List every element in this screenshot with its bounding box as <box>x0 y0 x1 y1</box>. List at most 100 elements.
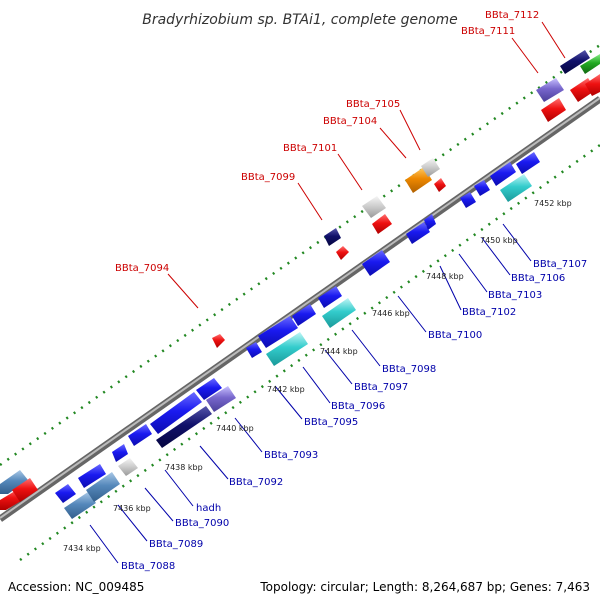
leader-BBta_7094 <box>167 273 199 309</box>
gene-BBta_7099[interactable] <box>324 228 341 246</box>
gene-blue-2[interactable] <box>112 444 128 462</box>
tick-7446: 7446 kbp <box>372 309 410 318</box>
label-BBta_7093[interactable]: BBta_7093 <box>264 450 318 461</box>
leader-BBta_7092 <box>199 445 229 480</box>
gene-red-small-1[interactable] <box>336 246 349 260</box>
position-ticks: 7434 kbp 7436 kbp 7438 kbp 7440 kbp 7442… <box>63 199 572 553</box>
label-BBta_7111[interactable]: BBta_7111 <box>461 26 515 37</box>
lower-dotted-track <box>19 143 600 562</box>
gene-BBta_7111[interactable] <box>536 78 564 102</box>
tick-7434: 7434 kbp <box>63 544 101 553</box>
gene-red-7[interactable] <box>541 98 566 122</box>
gene-BBta_7090[interactable] <box>118 458 138 476</box>
tick-7448: 7448 kbp <box>426 272 464 281</box>
tick-7442: 7442 kbp <box>267 385 305 394</box>
gene-BBta_7105[interactable] <box>421 158 440 177</box>
tick-7450: 7450 kbp <box>480 236 518 245</box>
gene-red-small-3[interactable] <box>434 178 446 192</box>
gene-BBta_7107[interactable] <box>516 152 540 174</box>
gene-BBta_7106[interactable] <box>500 174 532 202</box>
leader-BBta_7100 <box>397 295 427 333</box>
label-BBta_7102[interactable]: BBta_7102 <box>462 307 516 318</box>
label-BBta_7112[interactable]: BBta_7112 <box>485 10 539 21</box>
gene-BBta_7089-a[interactable] <box>64 492 96 519</box>
leader-BBta_7095 <box>274 385 303 420</box>
gene-BBta_7094[interactable] <box>212 334 225 348</box>
leader-BBta_7099 <box>297 182 323 221</box>
bottom-gene-labels: BBta_7088 BBta_7089 BBta_7090 hadh BBta_… <box>121 259 587 572</box>
tick-7436: 7436 kbp <box>113 504 151 513</box>
leader-BBta_7111 <box>511 37 539 74</box>
gene-BBta_7100[interactable] <box>362 250 390 276</box>
leader-BBta_7101 <box>337 153 363 191</box>
upper-dotted-track <box>0 43 600 467</box>
label-BBta_7095[interactable]: BBta_7095 <box>304 417 358 428</box>
tick-7438: 7438 kbp <box>165 463 203 472</box>
gene-blue-4[interactable] <box>196 378 222 400</box>
label-BBta_7103[interactable]: BBta_7103 <box>488 290 542 301</box>
leader-hadh <box>164 469 194 507</box>
leader-BBta_7107 <box>502 223 532 262</box>
leader-BBta_7112 <box>541 21 566 59</box>
gene-blue-7[interactable] <box>474 180 490 196</box>
label-BBta_7104[interactable]: BBta_7104 <box>323 116 377 127</box>
leader-BBta_7102 <box>439 265 462 311</box>
tick-7440: 7440 kbp <box>216 424 254 433</box>
label-BBta_7090[interactable]: BBta_7090 <box>175 518 229 529</box>
gene-red-small-2[interactable] <box>372 214 392 234</box>
leader-BBta_7103 <box>458 253 488 293</box>
label-BBta_7105[interactable]: BBta_7105 <box>346 99 400 110</box>
gene-BBta_7112[interactable] <box>560 50 590 74</box>
gene-BBta_7092[interactable] <box>206 386 236 412</box>
gene-BBta_7096[interactable] <box>292 304 316 326</box>
leader-BBta_7098 <box>351 329 381 367</box>
gene-BBta_7098[interactable] <box>318 286 342 308</box>
gene-BBta_7088[interactable] <box>55 484 76 503</box>
gene-BBta_7089[interactable] <box>86 472 120 502</box>
leader-BBta_7106 <box>481 237 511 276</box>
gene-blue-8[interactable] <box>490 162 516 186</box>
gene-BBta_7095[interactable] <box>266 332 308 366</box>
label-BBta_7101[interactable]: BBta_7101 <box>283 143 337 154</box>
topology-text: Topology: circular; Length: 8,264,687 bp… <box>260 580 590 594</box>
label-BBta_7100[interactable]: BBta_7100 <box>428 330 482 341</box>
gene-BBta_7104[interactable] <box>405 167 432 193</box>
gene-blue-5[interactable] <box>258 316 298 348</box>
gene-BBta_7101[interactable] <box>362 196 386 218</box>
leader-BBta_7089 <box>117 504 148 542</box>
leader-BBta_7088 <box>89 524 119 564</box>
label-BBta_7096[interactable]: BBta_7096 <box>331 401 385 412</box>
genome-backbone-highlight <box>0 97 600 519</box>
label-BBta_7094[interactable]: BBta_7094 <box>115 263 169 274</box>
label-BBta_7099[interactable]: BBta_7099 <box>241 172 295 183</box>
gene-blue-3[interactable] <box>128 424 152 446</box>
leader-BBta_7097 <box>324 349 353 385</box>
gene-BBta_7093[interactable] <box>246 342 262 358</box>
gene-steel-left[interactable] <box>0 470 28 494</box>
label-BBta_7106[interactable]: BBta_7106 <box>511 273 565 284</box>
label-BBta_7092[interactable]: BBta_7092 <box>229 477 283 488</box>
label-BBta_7107[interactable]: BBta_7107 <box>533 259 587 270</box>
leader-BBta_7096 <box>302 366 331 404</box>
gene-BBta_7103[interactable] <box>460 192 476 208</box>
gene-blue-6[interactable] <box>424 214 436 230</box>
gene-red-9[interactable] <box>585 74 600 96</box>
label-BBta_7098[interactable]: BBta_7098 <box>382 364 436 375</box>
leader-BBta_7105 <box>399 109 421 151</box>
leader-BBta_7104 <box>379 127 407 159</box>
gene-blue-1[interactable] <box>78 464 106 488</box>
gene-BBta_7097[interactable] <box>322 298 356 328</box>
top-gene-labels: BBta_7094 BBta_7099 BBta_7101 BBta_7104 … <box>115 10 539 274</box>
gene-red-left-2[interactable] <box>12 478 38 502</box>
gene-green[interactable] <box>580 54 600 74</box>
gene-hadh[interactable] <box>156 406 212 448</box>
tick-7444: 7444 kbp <box>320 347 358 356</box>
tick-7452: 7452 kbp <box>534 199 572 208</box>
label-hadh[interactable]: hadh <box>196 503 221 514</box>
label-BBta_7097[interactable]: BBta_7097 <box>354 382 408 393</box>
gene-hadh-neighbor[interactable] <box>150 392 202 434</box>
label-BBta_7088[interactable]: BBta_7088 <box>121 561 175 572</box>
gene-BBta_7102[interactable] <box>406 222 430 244</box>
label-BBta_7089[interactable]: BBta_7089 <box>149 539 203 550</box>
